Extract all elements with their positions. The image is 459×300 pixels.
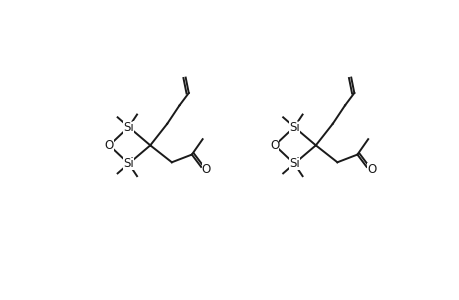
- Text: Si: Si: [288, 121, 299, 134]
- Text: Si: Si: [123, 121, 134, 134]
- Text: Si: Si: [123, 157, 134, 170]
- Text: O: O: [367, 163, 376, 176]
- Text: Si: Si: [288, 157, 299, 170]
- Text: O: O: [269, 139, 279, 152]
- Text: O: O: [105, 139, 114, 152]
- Text: O: O: [202, 163, 211, 176]
